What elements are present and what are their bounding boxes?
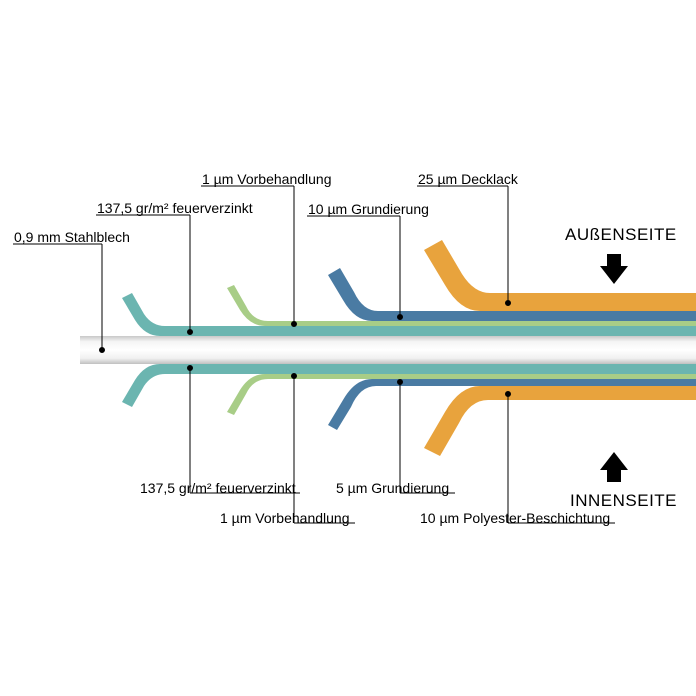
- arrow-down-icon: [600, 266, 628, 284]
- layer-backcoat: [424, 386, 696, 456]
- label-primer-top: 10 µm Grundierung: [308, 201, 429, 217]
- label-primer-bot: 5 µm Grundierung: [336, 480, 449, 496]
- label-inside: INNENSEITE: [570, 491, 677, 511]
- label-outside: AUßENSEITE: [565, 225, 677, 245]
- label-pretreat-top: 1 µm Vorbehandlung: [202, 171, 332, 187]
- diagram-canvas: 0,9 mm Stahlblech 137,5 gr/m² feuerverzi…: [0, 0, 696, 696]
- label-pretreat-bot: 1 µm Vorbehandlung: [220, 510, 350, 526]
- arrow-up-icon: [600, 452, 628, 470]
- layer-steel: [80, 336, 696, 364]
- layer-topcoat: [424, 240, 696, 311]
- label-zinc-top: 137,5 gr/m² feuerverzinkt: [97, 200, 253, 216]
- label-zinc-bot: 137,5 gr/m² feuerverzinkt: [140, 480, 296, 496]
- label-backcoat: 10 µm Polyester-Beschichtung: [420, 510, 610, 526]
- layers-svg: [0, 0, 696, 696]
- label-steel: 0,9 mm Stahlblech: [14, 229, 130, 245]
- label-topcoat: 25 µm Decklack: [418, 171, 518, 187]
